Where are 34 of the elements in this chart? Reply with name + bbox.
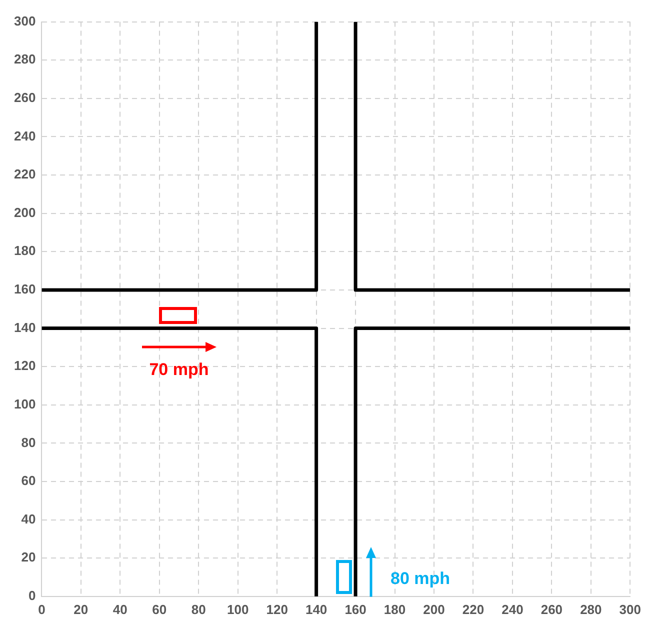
annotation: 70 mph [149, 360, 209, 380]
y-tick-label: 220 [14, 166, 36, 182]
x-tick-label: 200 [423, 602, 445, 617]
y-tick-label: 200 [14, 204, 36, 220]
x-tick-label: 220 [462, 602, 484, 617]
x-tick-label: 20 [74, 602, 88, 617]
x-tick-label: 260 [540, 602, 563, 617]
y-tick-label: 60 [21, 473, 36, 488]
y-tick-label: 260 [14, 90, 36, 105]
y-tick-label: 0 [28, 588, 36, 603]
y-tick-label: 300 [14, 13, 36, 28]
y-tick-label: 280 [14, 52, 36, 67]
y-tick-label: 80 [21, 434, 36, 450]
y-tick-label: 160 [14, 282, 36, 297]
annotation: 80 mph [390, 569, 450, 590]
x-tick-label: 180 [384, 602, 406, 617]
y-tick-label: 140 [14, 320, 36, 335]
y-tick-label: 40 [21, 511, 36, 526]
x-tick-label: 300 [619, 602, 642, 617]
y-tick-label: 180 [14, 243, 36, 258]
x-tick-label: 140 [305, 602, 328, 617]
y-tick-label: 240 [14, 128, 36, 144]
x-tick-label: 160 [344, 602, 366, 617]
y-tick-label: 20 [21, 550, 36, 565]
x-tick-label: 0 [38, 602, 46, 617]
y-tick-label: 100 [14, 396, 36, 412]
x-tick-label: 120 [266, 602, 288, 617]
x-tick-label: 80 [191, 602, 206, 617]
x-tick-label: 60 [152, 602, 167, 617]
x-tick-label: 240 [502, 602, 524, 617]
y-tick-label: 120 [14, 358, 36, 374]
x-tick-label: 40 [112, 602, 128, 617]
x-tick-label: 100 [226, 602, 249, 617]
x-tick-label: 280 [580, 602, 602, 617]
